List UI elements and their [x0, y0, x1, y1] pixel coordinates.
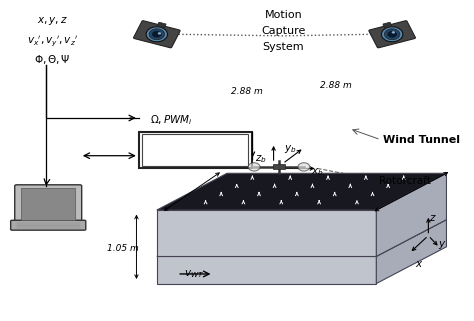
Polygon shape: [157, 256, 376, 283]
FancyBboxPatch shape: [134, 21, 180, 48]
Circle shape: [384, 29, 400, 40]
Circle shape: [146, 27, 167, 42]
Text: 2.88 m: 2.88 m: [319, 81, 351, 90]
Bar: [142, 134, 248, 166]
Polygon shape: [157, 173, 447, 210]
Polygon shape: [376, 220, 447, 283]
Bar: [273, 164, 285, 169]
Text: $v_{WT}$: $v_{WT}$: [184, 268, 204, 280]
Text: $z$: $z$: [429, 213, 437, 223]
Text: $\Phi, \Theta, \Psi$: $\Phi, \Theta, \Psi$: [35, 53, 71, 66]
Circle shape: [387, 31, 397, 38]
Circle shape: [382, 27, 403, 42]
Bar: [139, 132, 252, 169]
Text: $v_x{}^{\prime}, v_y{}^{\prime}, v_z{}^{\prime}$: $v_x{}^{\prime}, v_y{}^{\prime}, v_z{}^{…: [27, 33, 78, 48]
Circle shape: [298, 163, 310, 171]
Polygon shape: [157, 220, 447, 256]
Text: $x, y, z$: $x, y, z$: [37, 15, 68, 28]
Text: Rotorcraft: Rotorcraft: [379, 176, 430, 186]
FancyBboxPatch shape: [157, 22, 166, 28]
Circle shape: [152, 31, 162, 38]
Text: Wind Tunnel: Wind Tunnel: [383, 135, 460, 145]
Circle shape: [149, 29, 164, 40]
Text: 2.88 m: 2.88 m: [231, 87, 263, 96]
Text: Capture: Capture: [261, 26, 306, 36]
Text: $x$: $x$: [415, 259, 424, 269]
Text: System: System: [263, 42, 304, 52]
Text: 1.05 m: 1.05 m: [107, 244, 139, 253]
Text: $y$: $y$: [438, 239, 446, 251]
FancyBboxPatch shape: [369, 21, 415, 48]
FancyBboxPatch shape: [15, 185, 82, 224]
Text: $y_b$: $y_b$: [284, 143, 297, 155]
Text: $\ddot{x}_b, \ddot{y}_b, \ddot{z}_b$: $\ddot{x}_b, \ddot{y}_b, \ddot{z}_b$: [150, 135, 195, 151]
Polygon shape: [157, 210, 376, 256]
Circle shape: [158, 32, 161, 35]
Text: $z_b$: $z_b$: [255, 153, 267, 165]
Polygon shape: [376, 173, 447, 256]
Text: Motion: Motion: [264, 10, 302, 20]
Text: $x_b$: $x_b$: [311, 166, 324, 178]
FancyBboxPatch shape: [10, 220, 86, 230]
Text: $\Omega, PWM_i$: $\Omega, PWM_i$: [150, 114, 193, 127]
Text: (IMU): (IMU): [150, 154, 177, 164]
FancyBboxPatch shape: [383, 22, 392, 28]
Circle shape: [392, 31, 395, 34]
Bar: [21, 188, 75, 220]
Circle shape: [248, 163, 260, 171]
